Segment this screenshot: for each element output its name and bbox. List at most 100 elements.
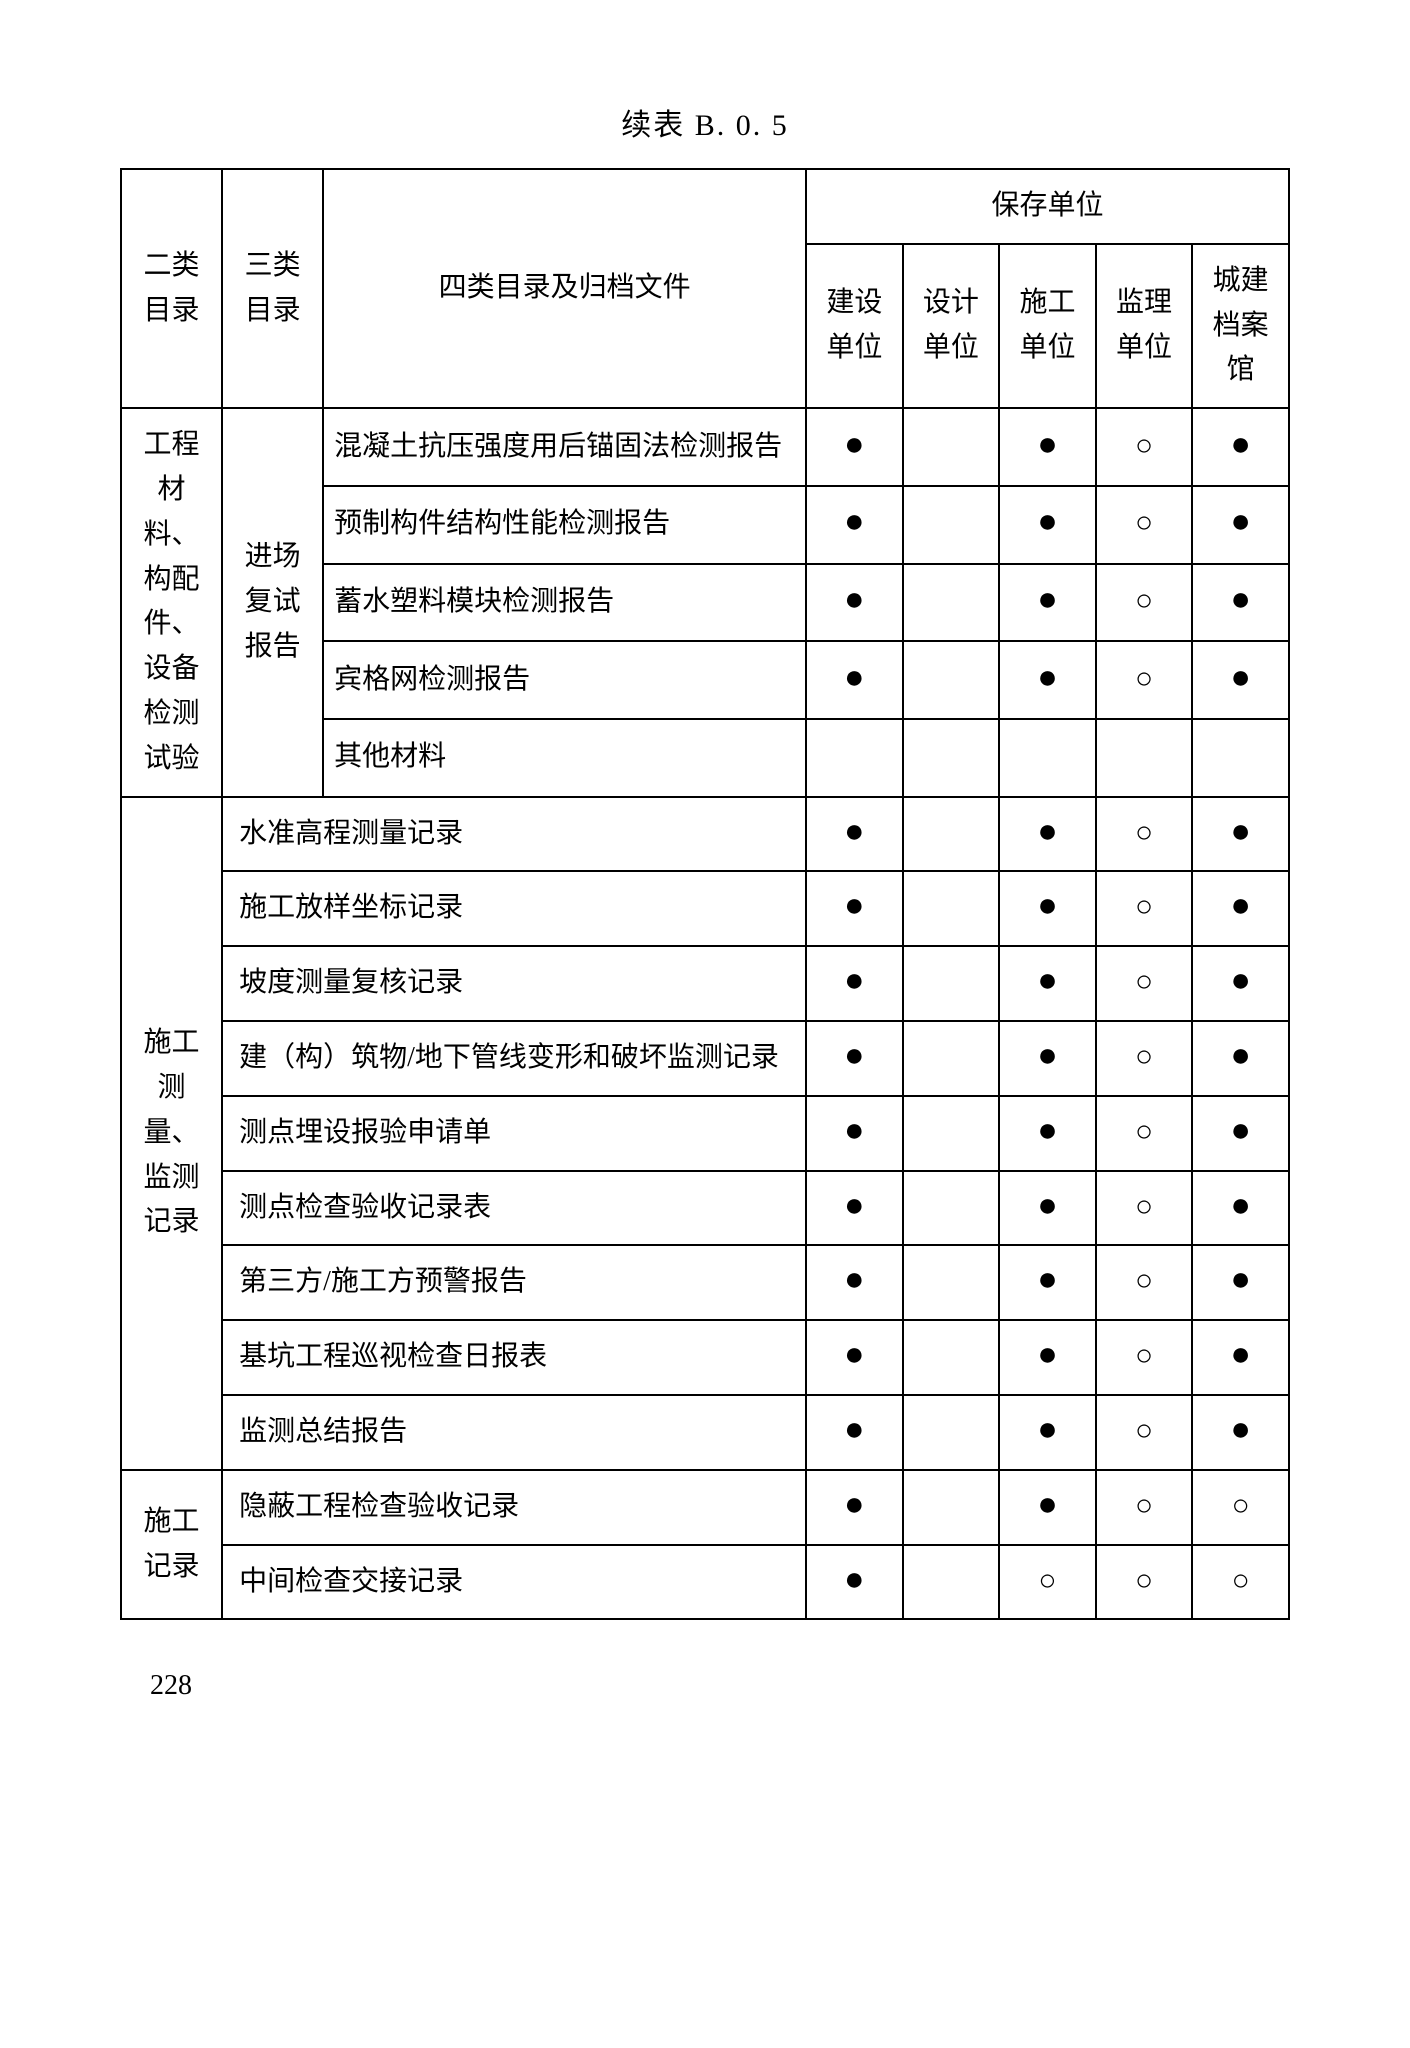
table-row: 监测总结报告●●○●	[121, 1395, 1289, 1470]
cat2-cell: 施工测量、监测记录	[121, 797, 222, 1470]
mark-cell: ○	[1096, 641, 1193, 719]
mark-cell: ○	[1096, 946, 1193, 1021]
mark-cell	[903, 641, 1000, 719]
item-cell: 坡度测量复核记录	[222, 946, 806, 1021]
mark-cell: ●	[806, 1171, 903, 1246]
mark-cell: ●	[1192, 1395, 1289, 1470]
item-cell: 中间检查交接记录	[222, 1545, 806, 1620]
mark-cell: ●	[806, 1320, 903, 1395]
mark-cell: ○	[1096, 797, 1193, 872]
mark-cell: ○	[1096, 486, 1193, 564]
table-row: 坡度测量复核记录●●○●	[121, 946, 1289, 1021]
table-row: 工程材料、构配件、设备检测试验进场复试报告混凝土抗压强度用后锚固法检测报告●●○…	[121, 408, 1289, 486]
item-cell: 预制构件结构性能检测报告	[323, 486, 806, 564]
mark-cell: ○	[1096, 1021, 1193, 1096]
mark-cell: ●	[806, 641, 903, 719]
mark-cell	[903, 1021, 1000, 1096]
mark-cell	[903, 1320, 1000, 1395]
mark-cell: ●	[1192, 1021, 1289, 1096]
item-cell: 测点埋设报验申请单	[222, 1096, 806, 1171]
mark-cell	[903, 797, 1000, 872]
cat3-cell: 进场复试报告	[222, 408, 323, 796]
mark-cell: ○	[1192, 1545, 1289, 1620]
table-row: 施工放样坐标记录●●○●	[121, 871, 1289, 946]
mark-cell	[903, 408, 1000, 486]
mark-cell: ●	[806, 1395, 903, 1470]
mark-cell: ○	[1096, 1545, 1193, 1620]
mark-cell: ○	[1096, 1395, 1193, 1470]
item-cell: 施工放样坐标记录	[222, 871, 806, 946]
item-cell: 监测总结报告	[222, 1395, 806, 1470]
mark-cell	[903, 1470, 1000, 1545]
mark-cell: ●	[806, 1470, 903, 1545]
header-unit-2: 施工单位	[999, 244, 1096, 408]
item-cell: 水准高程测量记录	[222, 797, 806, 872]
mark-cell: ●	[1192, 486, 1289, 564]
mark-cell: ●	[1192, 1096, 1289, 1171]
item-cell: 其他材料	[323, 719, 806, 797]
mark-cell: ●	[1192, 871, 1289, 946]
header-cat3: 三类目录	[222, 169, 323, 408]
header-unit-4: 城建档案馆	[1192, 244, 1289, 408]
item-cell: 宾格网检测报告	[323, 641, 806, 719]
archive-table: 二类目录 三类目录 四类目录及归档文件 保存单位 建设单位 设计单位 施工单位 …	[120, 168, 1290, 1620]
mark-cell	[1192, 719, 1289, 797]
mark-cell: ●	[1192, 1171, 1289, 1246]
mark-cell: ●	[999, 564, 1096, 642]
mark-cell: ●	[999, 1096, 1096, 1171]
mark-cell	[903, 871, 1000, 946]
cat2-cell: 工程材料、构配件、设备检测试验	[121, 408, 222, 796]
mark-cell	[806, 719, 903, 797]
mark-cell	[903, 1395, 1000, 1470]
mark-cell: ○	[1096, 1171, 1193, 1246]
header-item: 四类目录及归档文件	[323, 169, 806, 408]
mark-cell: ●	[1192, 1245, 1289, 1320]
mark-cell	[903, 1171, 1000, 1246]
item-cell: 混凝土抗压强度用后锚固法检测报告	[323, 408, 806, 486]
mark-cell: ●	[999, 946, 1096, 1021]
mark-cell: ●	[806, 564, 903, 642]
mark-cell: ○	[1096, 1320, 1193, 1395]
mark-cell	[903, 1096, 1000, 1171]
mark-cell: ●	[806, 1021, 903, 1096]
mark-cell	[903, 1545, 1000, 1620]
mark-cell: ○	[1096, 1470, 1193, 1545]
mark-cell: ●	[999, 797, 1096, 872]
mark-cell	[903, 719, 1000, 797]
table-row: 施工记录隐蔽工程检查验收记录●●○○	[121, 1470, 1289, 1545]
mark-cell: ○	[1096, 564, 1193, 642]
mark-cell: ●	[1192, 408, 1289, 486]
mark-cell: ●	[999, 1021, 1096, 1096]
table-row: 施工测量、监测记录水准高程测量记录●●○●	[121, 797, 1289, 872]
mark-cell: ●	[806, 408, 903, 486]
item-cell: 隐蔽工程检查验收记录	[222, 1470, 806, 1545]
header-unit-3: 监理单位	[1096, 244, 1193, 408]
mark-cell: ●	[806, 1545, 903, 1620]
header-storage: 保存单位	[806, 169, 1289, 244]
mark-cell: ●	[999, 1245, 1096, 1320]
item-cell: 测点检查验收记录表	[222, 1171, 806, 1246]
item-cell: 基坑工程巡视检查日报表	[222, 1320, 806, 1395]
mark-cell: ○	[1192, 1470, 1289, 1545]
mark-cell: ○	[1096, 871, 1193, 946]
header-unit-1: 设计单位	[903, 244, 1000, 408]
cat2-cell: 施工记录	[121, 1470, 222, 1620]
mark-cell: ●	[999, 871, 1096, 946]
mark-cell: ●	[1192, 946, 1289, 1021]
mark-cell: ●	[806, 797, 903, 872]
table-row: 第三方/施工方预警报告●●○●	[121, 1245, 1289, 1320]
mark-cell: ●	[999, 1320, 1096, 1395]
item-cell: 第三方/施工方预警报告	[222, 1245, 806, 1320]
table-row: 基坑工程巡视检查日报表●●○●	[121, 1320, 1289, 1395]
mark-cell: ●	[999, 486, 1096, 564]
table-row: 测点埋设报验申请单●●○●	[121, 1096, 1289, 1171]
item-cell: 建（构）筑物/地下管线变形和破坏监测记录	[222, 1021, 806, 1096]
mark-cell: ●	[806, 1096, 903, 1171]
mark-cell	[999, 719, 1096, 797]
mark-cell: ●	[1192, 564, 1289, 642]
mark-cell: ●	[1192, 1320, 1289, 1395]
mark-cell	[903, 564, 1000, 642]
mark-cell	[903, 1245, 1000, 1320]
mark-cell: ●	[806, 486, 903, 564]
mark-cell	[1096, 719, 1193, 797]
